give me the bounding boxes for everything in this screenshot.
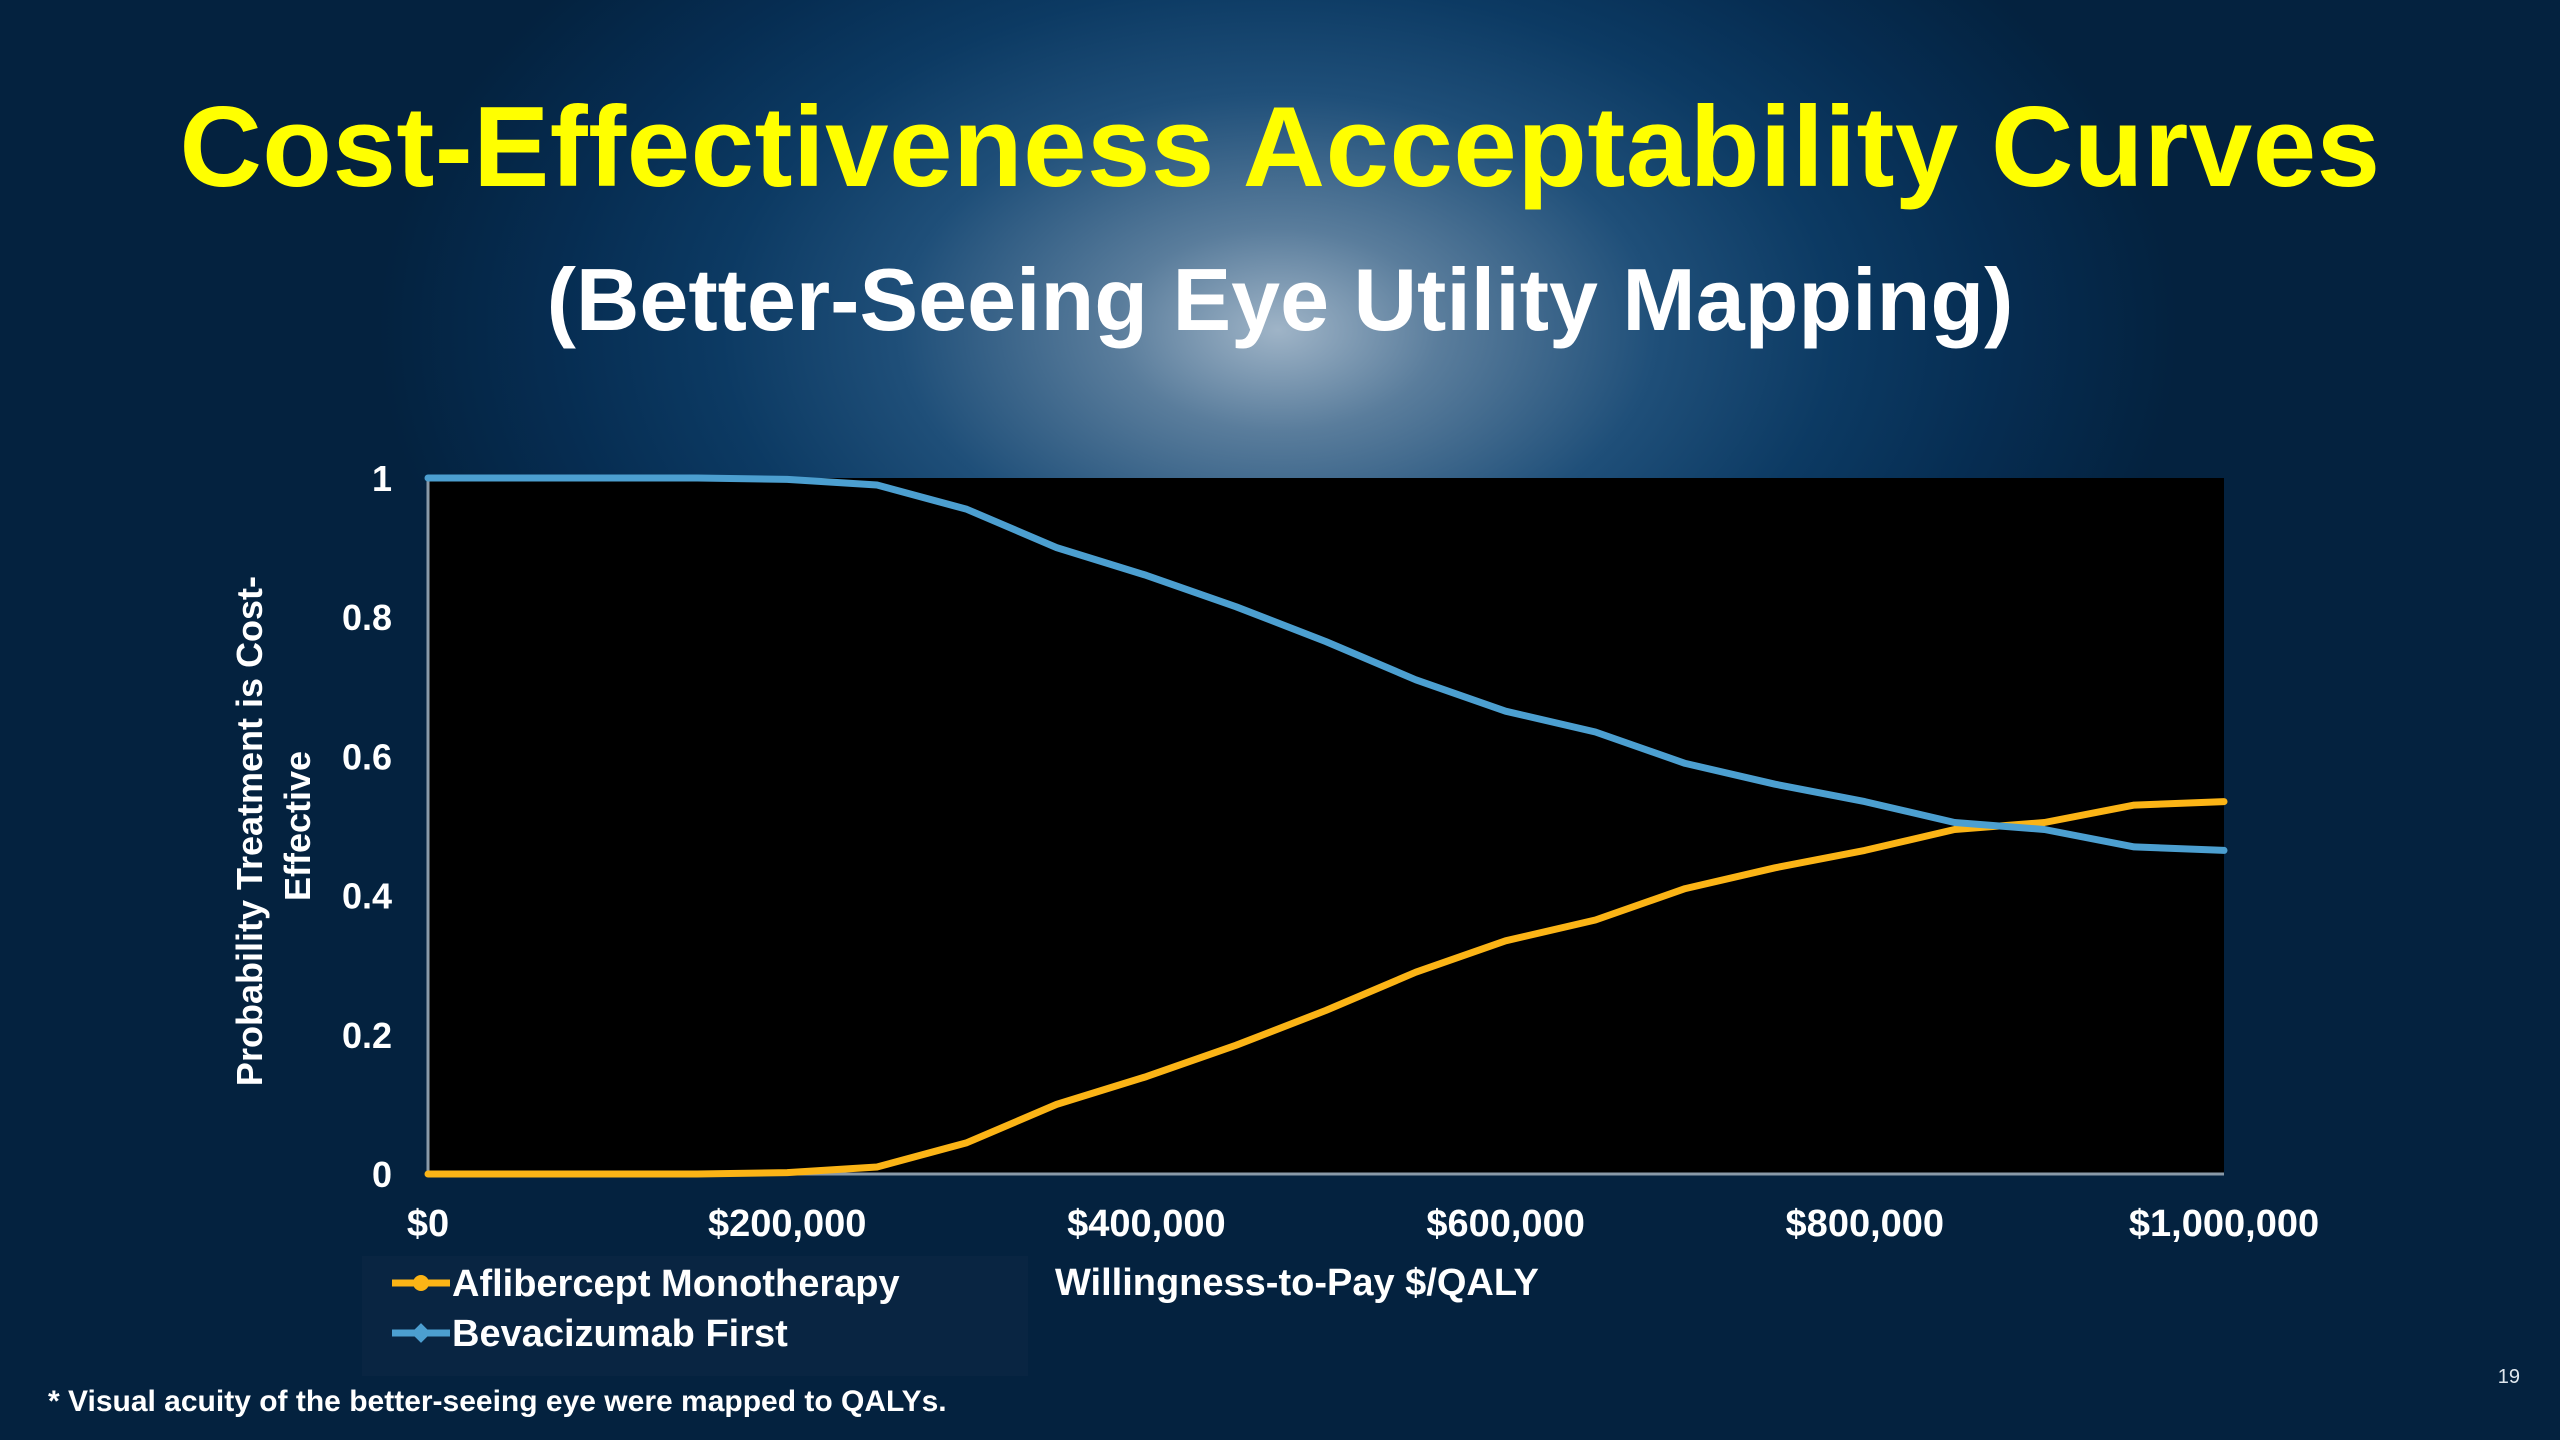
slide-subtitle: (Better-Seeing Eye Utility Mapping): [546, 250, 2014, 349]
y-tick-label: 0.4: [342, 876, 392, 917]
y-axis-label-line-1: Probability Treatment is Cost-: [229, 576, 270, 1086]
series-line-bevacizumab: [424, 474, 2228, 854]
y-tick-label: 0.2: [342, 1015, 392, 1056]
series-lines: [424, 474, 2228, 1178]
y-tick-labels: 0 0.2 0.4 0.6 0.8 1: [342, 458, 392, 1195]
legend-item-aflibercept: Aflibercept Monotherapy: [392, 1263, 900, 1305]
legend: Aflibercept Monotherapy Bevacizumab Firs…: [362, 1256, 1028, 1376]
legend-label-bevacizumab: Bevacizumab First: [452, 1313, 788, 1355]
y-tick-label: 0.6: [342, 736, 392, 777]
y-tick-label: 0: [372, 1154, 392, 1195]
legend-marker-bevacizumab: [411, 1323, 431, 1343]
plot-area: [428, 478, 2224, 1174]
x-tick-label: $800,000: [1786, 1203, 1945, 1245]
y-axis-label-line-2: Effective: [277, 751, 318, 901]
y-tick-label: 0.8: [342, 597, 392, 638]
legend-label-aflibercept: Aflibercept Monotherapy: [452, 1263, 900, 1305]
x-tick-label: $400,000: [1067, 1203, 1226, 1245]
slide-title: Cost-Effectiveness Acceptability Curves: [179, 84, 2381, 211]
y-axis-label: Probability Treatment is Cost- Effective: [229, 566, 318, 1086]
footnote: * Visual acuity of the better-seeing eye…: [48, 1385, 947, 1418]
x-axis-label: Willingness-to-Pay $/QALY: [1055, 1262, 1539, 1304]
x-tick-label: $200,000: [708, 1203, 867, 1245]
x-tick-label: $600,000: [1426, 1203, 1585, 1245]
legend-box: [362, 1256, 1028, 1376]
legend-item-bevacizumab: Bevacizumab First: [392, 1313, 788, 1355]
legend-marker-aflibercept: [413, 1275, 429, 1291]
x-tick-label: $1,000,000: [2129, 1203, 2319, 1245]
y-tick-label: 1: [372, 458, 392, 499]
x-tick-label: $0: [407, 1203, 449, 1245]
slide-number: 19: [2497, 1366, 2520, 1388]
series-line-aflibercept: [424, 798, 2228, 1178]
x-tick-labels: $0 $200,000 $400,000 $600,000 $800,000 $1,000…: [407, 1203, 2319, 1245]
